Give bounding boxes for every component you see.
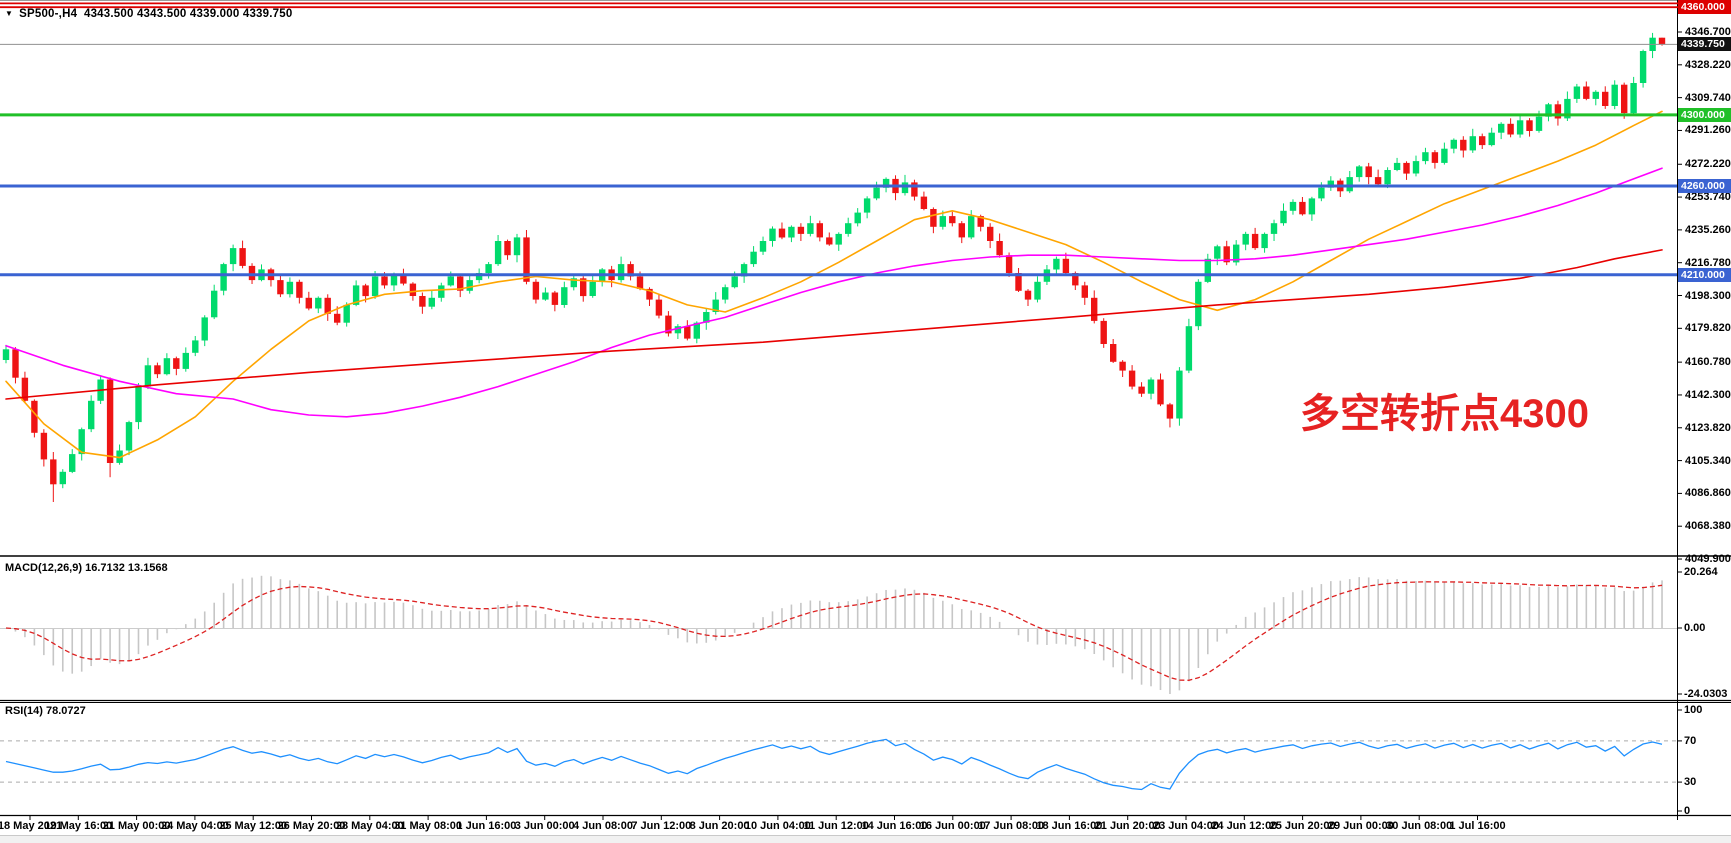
macd-indicator-label: MACD(12,26,9) 16.7132 13.1568	[5, 562, 168, 574]
symbol-dropdown-icon[interactable]: ▼	[5, 9, 14, 18]
rsi-axis-label: 30	[1684, 776, 1697, 789]
macd-axis-label: 0.00	[1684, 622, 1706, 634]
ma-mid-magenta	[5, 167, 1663, 418]
price-tick-label: 4142.300	[1685, 388, 1731, 401]
price-badge-4300.000: 4300.000	[1678, 107, 1731, 122]
chart-header: ▼ SP500-,H4 4343.500 4343.500 4339.000 43…	[5, 8, 292, 20]
time-label: 1 Jul 16:00	[1449, 820, 1506, 832]
time-label: 16 Jun 00:00	[919, 820, 986, 832]
price-tick-label: 4235.260	[1685, 223, 1731, 236]
time-label: 23 Jun 04:00	[1152, 820, 1220, 832]
price-tick-label: 4253.740	[1685, 191, 1731, 204]
time-label: 31 May 08:00	[394, 820, 463, 832]
price-badge-4360.000: 4360.000	[1678, 0, 1731, 14]
time-label: 14 Jun 16:00	[861, 820, 928, 832]
time-label: 1 Jun 16:00	[456, 820, 517, 832]
bottom-scrollbar-strip[interactable]	[0, 835, 1731, 843]
price-tick-label: 4216.780	[1685, 256, 1731, 269]
time-label: 8 Jun 20:00	[689, 820, 750, 832]
time-label: 25 Jun 20:00	[1269, 820, 1336, 832]
time-label: 18 May 2021	[0, 820, 63, 832]
price-tick-label: 4086.860	[1685, 487, 1731, 500]
macd-axis-label: -24.0303	[1684, 688, 1728, 700]
time-label: 3 Jun 00:00	[514, 820, 575, 832]
price-tick-label: 4346.700	[1685, 26, 1731, 38]
time-label: 24 May 04:00	[160, 820, 229, 832]
ma-slow-red	[5, 249, 1663, 400]
time-label: 28 May 04:00	[335, 820, 404, 832]
header-ohlc: 4343.500 4343.500 4339.000 4339.750	[83, 8, 293, 20]
time-label: 4 Jun 08:00	[573, 820, 633, 832]
time-label: 7 Jun 12:00	[631, 820, 692, 832]
macd-axis-label: 20.264	[1684, 566, 1718, 578]
time-label: 29 Jun 00:00	[1327, 820, 1394, 832]
price-tick-label: 4049.900	[1685, 553, 1731, 566]
rsi-line	[5, 738, 1663, 791]
annotation-text: 多空转折点4300	[1300, 392, 1589, 436]
rsi-axis-label: 70	[1684, 734, 1697, 747]
price-tick-label: 4179.820	[1685, 322, 1731, 335]
time-label: 21 Jun 20:00	[1094, 820, 1161, 832]
macd-signal-line	[5, 581, 1663, 681]
price-tick-label: 4198.300	[1685, 289, 1731, 302]
price-tick-label: 4123.820	[1685, 421, 1731, 434]
price-tick-label: 4291.260	[1685, 124, 1731, 137]
price-badge-4210.000: 4210.000	[1678, 267, 1731, 282]
price-tick-label: 4272.220	[1685, 158, 1731, 171]
ma-fast-orange	[5, 110, 1663, 459]
time-label: 17 Jun 08:00	[978, 820, 1045, 832]
time-label: 19 May 16:00	[44, 820, 113, 832]
time-label: 25 May 12:00	[219, 820, 288, 832]
time-label: 24 Jun 12:00	[1211, 820, 1278, 832]
time-label: 11 Jun 12:00	[803, 820, 869, 832]
rsi-axis-label: 100	[1684, 704, 1703, 716]
price-tick-label: 4309.740	[1685, 91, 1731, 104]
rsi-axis-label: 0	[1684, 805, 1691, 817]
rsi-indicator-label: RSI(14) 78.0727	[5, 705, 86, 717]
time-label: 30 Jun 08:00	[1386, 820, 1453, 832]
time-label: 18 Jun 16:00	[1036, 820, 1103, 832]
time-label: 26 May 20:00	[277, 820, 346, 832]
price-badge-4339.750: 4339.750	[1678, 37, 1731, 52]
time-label: 21 May 00:00	[102, 820, 171, 832]
price-tick-label: 4105.340	[1685, 454, 1731, 467]
price-tick-label: 4160.780	[1685, 356, 1731, 369]
price-tick-label: 4068.380	[1685, 520, 1731, 533]
symbol-period: SP500-,H4	[19, 8, 78, 20]
price-tick-label: 4328.220	[1685, 58, 1731, 71]
price-badge-4260.000: 4260.000	[1678, 178, 1731, 193]
time-label: 10 Jun 04:00	[744, 820, 811, 832]
